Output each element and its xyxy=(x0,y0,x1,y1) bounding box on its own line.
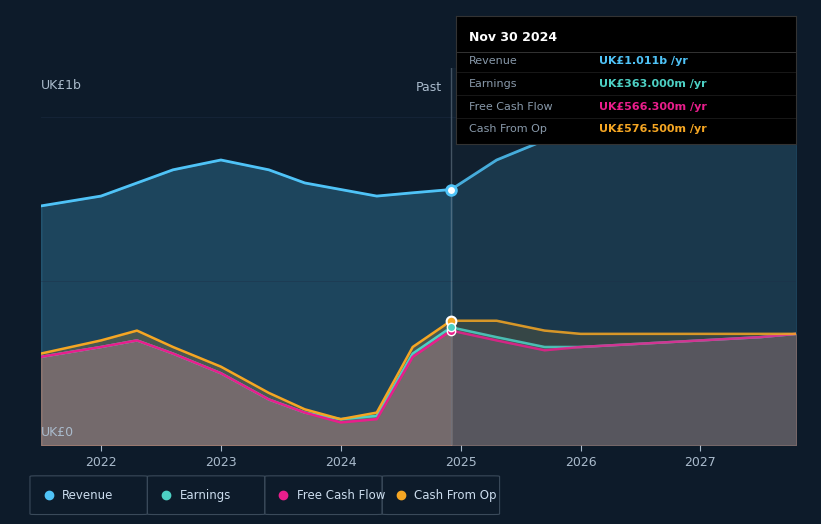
Text: UK£363.000m /yr: UK£363.000m /yr xyxy=(599,79,706,89)
Text: Revenue: Revenue xyxy=(62,489,113,501)
Text: Free Cash Flow: Free Cash Flow xyxy=(470,102,553,112)
Text: UK£566.300m /yr: UK£566.300m /yr xyxy=(599,102,707,112)
Text: UK£1.011b /yr: UK£1.011b /yr xyxy=(599,56,688,66)
Text: UK£576.500m /yr: UK£576.500m /yr xyxy=(599,124,707,134)
Bar xyxy=(451,68,796,445)
Text: Past: Past xyxy=(415,81,442,94)
Text: UK£0: UK£0 xyxy=(41,426,74,439)
Text: Cash From Op: Cash From Op xyxy=(470,124,547,134)
Text: Earnings: Earnings xyxy=(470,79,518,89)
Text: UK£1b: UK£1b xyxy=(41,80,82,92)
Text: Nov 30 2024: Nov 30 2024 xyxy=(470,31,557,44)
Text: Free Cash Flow: Free Cash Flow xyxy=(297,489,385,501)
Text: Analysts Forecasts: Analysts Forecasts xyxy=(461,81,577,94)
Text: Cash From Op: Cash From Op xyxy=(415,489,497,501)
Text: Earnings: Earnings xyxy=(180,489,231,501)
Text: Revenue: Revenue xyxy=(470,56,518,66)
